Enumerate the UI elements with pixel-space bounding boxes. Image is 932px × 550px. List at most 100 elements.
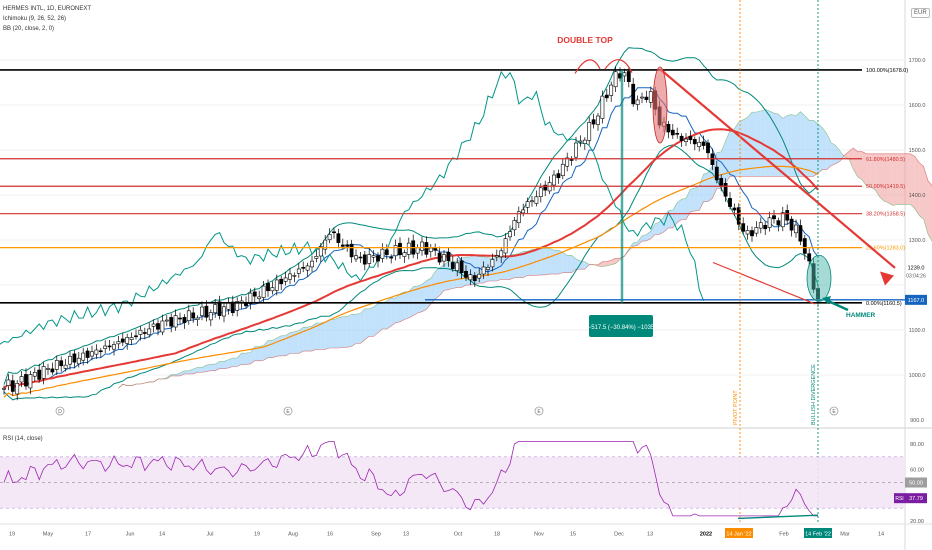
cloud-segment xyxy=(598,261,603,267)
tenkan-line xyxy=(3,87,819,389)
cloud-segment xyxy=(276,335,282,357)
candle xyxy=(609,84,614,96)
candle xyxy=(719,178,724,186)
cloud-segment xyxy=(536,248,541,276)
candle xyxy=(318,246,323,257)
measure-label: −517.5 (−30.84%) −1035 xyxy=(588,325,655,331)
cloud-segment xyxy=(879,153,884,201)
candle xyxy=(437,252,442,263)
candle xyxy=(68,355,72,365)
double-top-arc xyxy=(604,59,633,73)
cloud-segment xyxy=(804,115,810,177)
cloud-segment xyxy=(778,114,783,177)
cloud-segment xyxy=(681,198,686,220)
cloud-segment xyxy=(510,254,515,280)
candle xyxy=(543,184,548,191)
cloud-segment xyxy=(378,303,383,333)
currency-badge[interactable]: EUR xyxy=(911,8,930,18)
cloud-segment xyxy=(540,248,546,275)
candle xyxy=(389,256,394,259)
rsi-prefix-badge xyxy=(894,493,905,504)
cloud-segment xyxy=(791,114,796,177)
cloud-segment xyxy=(545,248,550,275)
candle xyxy=(741,223,746,232)
candle xyxy=(732,207,737,211)
candle xyxy=(367,254,372,264)
candle xyxy=(301,267,306,269)
time-axis-label: 14 xyxy=(159,532,165,538)
candle xyxy=(684,138,688,142)
cloud-segment xyxy=(901,153,906,205)
cloud-segment xyxy=(602,261,607,267)
cloud-segment xyxy=(584,261,590,270)
senkou-span-a xyxy=(118,109,932,389)
candle xyxy=(723,182,728,197)
ema-line xyxy=(3,165,819,398)
cloud-segment xyxy=(756,111,761,177)
candle xyxy=(631,83,636,105)
cloud-segment xyxy=(919,162,924,220)
price-tick-label: 1700.0 xyxy=(909,58,926,64)
candle xyxy=(380,248,385,259)
rsi-prefix-text: RSI xyxy=(895,496,903,502)
candle xyxy=(10,380,15,392)
rsi-tick-label: 60.00 xyxy=(910,468,924,474)
time-axis-label: 2022 xyxy=(700,532,712,538)
candle xyxy=(358,256,363,259)
bollinger-lower xyxy=(3,144,819,401)
candle xyxy=(50,368,55,373)
candle xyxy=(332,231,336,234)
cloud-segment xyxy=(655,221,660,235)
candle xyxy=(648,91,653,103)
candle xyxy=(486,267,490,270)
candle xyxy=(455,262,460,271)
candle xyxy=(37,369,42,380)
candle xyxy=(578,140,583,143)
candle xyxy=(415,247,420,254)
candle xyxy=(728,198,732,207)
candle xyxy=(450,262,455,269)
cloud-segment xyxy=(400,291,405,322)
candle xyxy=(134,335,138,338)
candle xyxy=(785,210,790,221)
fib-level-label: 50.00%(1419.5) xyxy=(866,184,905,190)
cloud-segment xyxy=(637,235,642,246)
cloud-segment xyxy=(391,297,396,326)
candle xyxy=(503,238,508,254)
time-axis-label: May xyxy=(43,532,54,538)
hammer-highlight xyxy=(806,254,832,302)
candle xyxy=(340,244,345,247)
candle xyxy=(789,218,794,231)
cloud-segment xyxy=(356,313,361,344)
candle xyxy=(142,332,147,334)
candle xyxy=(222,306,226,317)
candle xyxy=(15,383,20,395)
cloud-segment xyxy=(686,189,691,220)
hammer-arrowhead xyxy=(822,296,831,304)
cloud-segment xyxy=(351,314,356,347)
cloud-segment xyxy=(312,323,317,352)
cloud-segment xyxy=(708,165,713,202)
cloud-segment xyxy=(444,261,449,291)
candle xyxy=(46,368,50,370)
measure-box xyxy=(589,315,653,337)
candle xyxy=(72,353,77,363)
candle xyxy=(288,273,292,280)
candle xyxy=(120,338,125,343)
candle xyxy=(213,304,218,314)
cloud-segment xyxy=(884,153,889,203)
cloud-segment xyxy=(554,250,559,275)
candle xyxy=(345,244,350,247)
candle xyxy=(794,224,798,234)
fib-level-label: 23.60%(1283.0) xyxy=(866,246,905,252)
candle xyxy=(525,201,530,208)
candle xyxy=(257,296,262,300)
bb-legend: BB (20, close, 2, 0) xyxy=(3,26,55,32)
candle xyxy=(182,317,187,323)
candle xyxy=(428,247,433,252)
candle xyxy=(613,71,618,88)
candle xyxy=(701,141,706,146)
time-axis-label: 18 xyxy=(494,532,500,538)
cloud-segment xyxy=(505,255,510,280)
